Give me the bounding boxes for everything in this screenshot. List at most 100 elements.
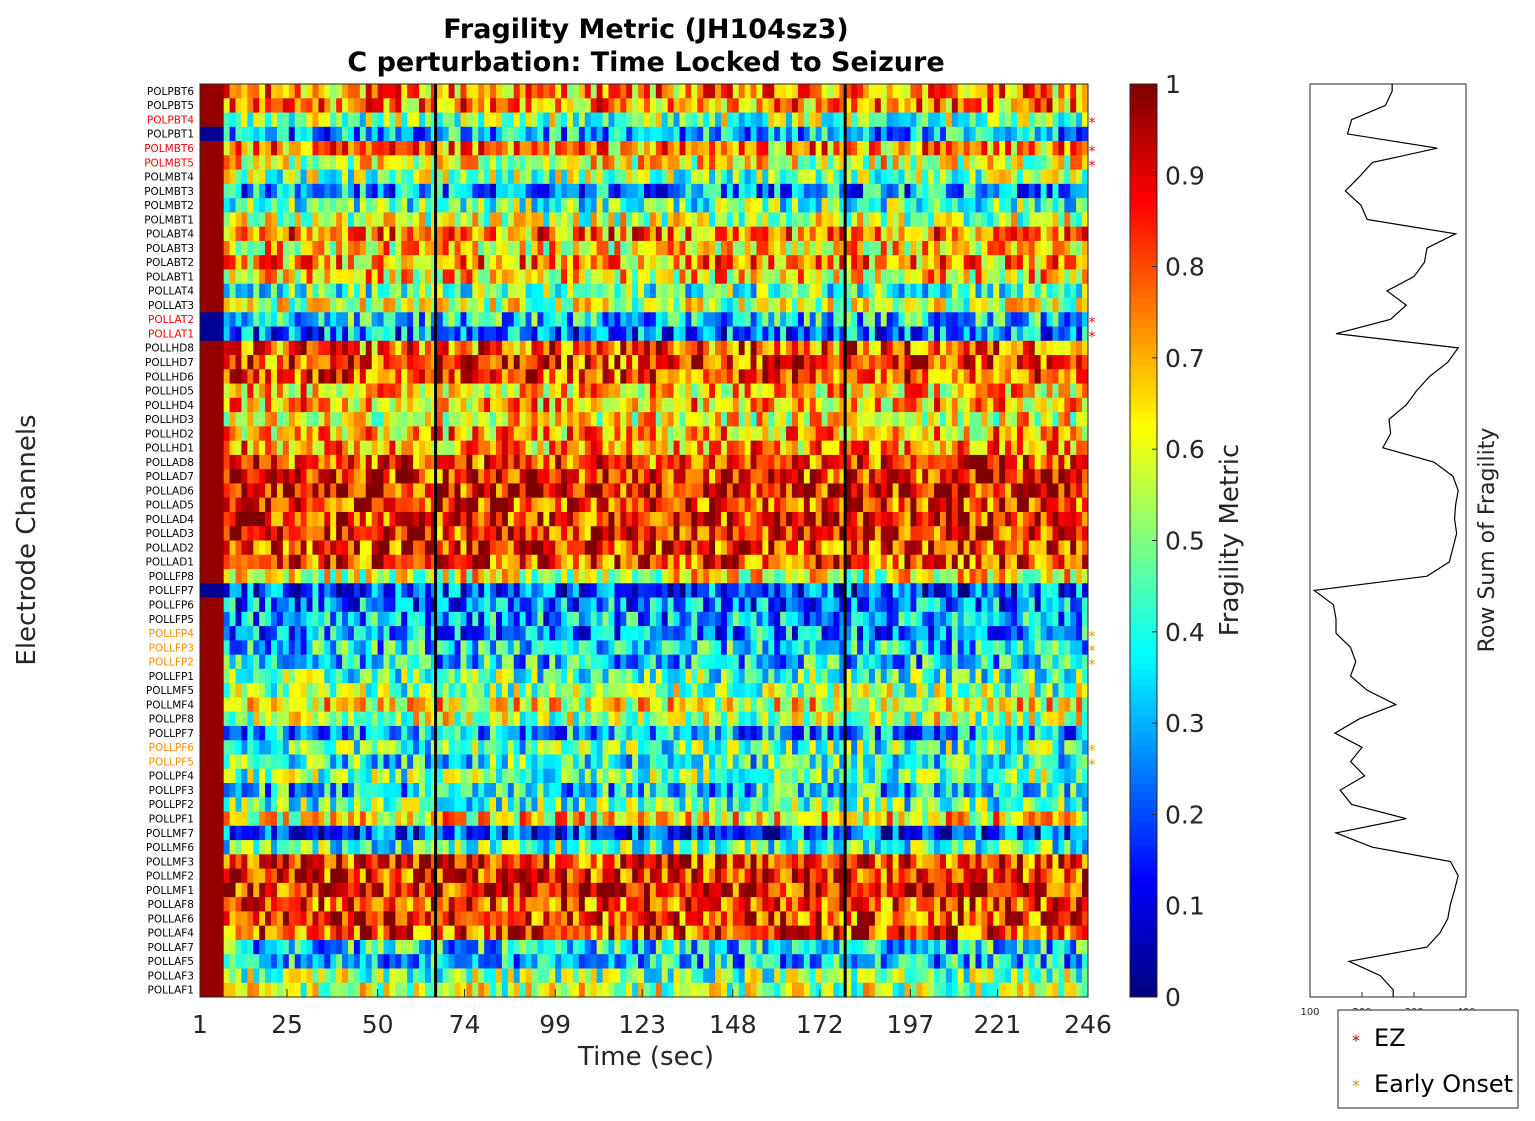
heatmap-cell <box>395 98 402 113</box>
heatmap-cell <box>762 155 769 170</box>
heatmap-cell <box>975 198 982 213</box>
heatmap-cell <box>874 440 882 456</box>
heatmap-cell <box>673 226 680 242</box>
heatmap-cell <box>1005 126 1012 142</box>
heatmap-cell <box>200 84 207 99</box>
heatmap-cell <box>602 283 609 299</box>
heatmap-cell <box>300 554 307 570</box>
heatmap-cell <box>945 326 953 342</box>
heatmap-cell <box>271 355 278 370</box>
heatmap-cell <box>205 355 213 370</box>
heatmap-cell <box>614 397 621 413</box>
heatmap-cell <box>951 497 959 513</box>
heatmap-cell <box>306 84 313 99</box>
heatmap-cell <box>348 269 355 285</box>
heatmap-cell <box>851 540 858 556</box>
heatmap-cell <box>282 212 290 228</box>
heatmap-cell <box>359 155 367 170</box>
heatmap-cell <box>223 426 230 442</box>
heatmap-cell <box>1052 326 1059 342</box>
heatmap-cell <box>981 397 988 413</box>
heatmap-cell <box>1034 426 1042 442</box>
heatmap-cell <box>839 412 846 427</box>
heatmap-cell <box>886 340 894 356</box>
heatmap-cell <box>241 240 248 256</box>
heatmap-cell <box>318 169 325 185</box>
heatmap-cell <box>910 155 917 170</box>
heatmap-cell <box>584 312 592 327</box>
heatmap-cell <box>205 198 213 213</box>
heatmap-cell <box>709 112 716 128</box>
heatmap-cell <box>975 212 982 228</box>
heatmap-cell <box>383 340 390 356</box>
heatmap-cell <box>466 540 473 556</box>
heatmap-cell <box>211 240 219 256</box>
heatmap-cell <box>620 240 627 256</box>
heatmap-cell <box>442 426 450 442</box>
heatmap-cell <box>578 526 586 541</box>
heatmap-cell <box>348 198 355 213</box>
heatmap-cell <box>874 112 882 128</box>
heatmap-cell <box>649 155 657 170</box>
heatmap-cell <box>253 84 260 99</box>
heatmap-cell <box>259 340 266 356</box>
heatmap-cell <box>324 255 331 270</box>
heatmap-cell <box>318 497 325 513</box>
heatmap-cell <box>253 169 260 185</box>
heatmap-cell <box>1028 454 1036 470</box>
heatmap-cell <box>466 440 473 456</box>
heatmap-cell <box>424 198 432 213</box>
heatmap-cell <box>430 355 438 370</box>
heatmap-cell <box>288 312 296 327</box>
heatmap-cell <box>318 355 325 370</box>
heatmap-cell <box>821 426 828 442</box>
heatmap-cell <box>797 155 805 170</box>
heatmap-cell <box>537 183 544 199</box>
heatmap-cell <box>424 84 432 99</box>
heatmap-cell <box>744 198 751 213</box>
heatmap-cell <box>282 98 290 113</box>
heatmap-cell <box>1016 141 1024 156</box>
heatmap-cell <box>673 469 680 484</box>
heatmap-cell <box>555 383 562 399</box>
heatmap-cell <box>365 226 373 242</box>
heatmap-cell <box>1028 255 1036 270</box>
heatmap-cell <box>413 297 420 313</box>
heatmap-cell <box>715 183 722 199</box>
heatmap-cell <box>928 340 935 356</box>
heatmap-cell <box>703 426 710 442</box>
heatmap-cell <box>389 383 396 399</box>
heatmap-cell <box>655 240 663 256</box>
heatmap-cell <box>969 183 976 199</box>
heatmap-cell <box>1005 226 1012 242</box>
heatmap-cell <box>1016 454 1024 470</box>
heatmap-cell <box>969 483 976 499</box>
heatmap-cell <box>697 526 704 541</box>
heatmap-cell <box>371 397 378 413</box>
heatmap-cell <box>655 198 663 213</box>
heatmap-cell <box>448 369 455 384</box>
heatmap-cell <box>561 112 568 128</box>
heatmap-cell <box>786 355 793 370</box>
heatmap-cell <box>608 483 615 499</box>
heatmap-cell <box>288 497 296 513</box>
heatmap-cell <box>584 340 592 356</box>
heatmap-cell <box>744 240 751 256</box>
heatmap-cell <box>496 269 503 285</box>
heatmap-cell <box>691 112 698 128</box>
heatmap-cell <box>490 112 497 128</box>
heatmap-cell <box>555 112 562 128</box>
heatmap-cell <box>276 383 284 399</box>
heatmap-cell <box>904 141 911 156</box>
heatmap-cell <box>945 141 953 156</box>
heatmap-cell <box>916 297 923 313</box>
heatmap-cell <box>1016 526 1024 541</box>
heatmap-cell <box>200 255 207 270</box>
heatmap-cell <box>874 255 882 270</box>
heatmap-cell <box>792 155 799 170</box>
heatmap-cell <box>608 126 615 142</box>
heatmap-cell <box>567 326 574 342</box>
heatmap-cell <box>691 141 698 156</box>
heatmap-cell <box>667 255 674 270</box>
heatmap-cell <box>472 340 479 356</box>
